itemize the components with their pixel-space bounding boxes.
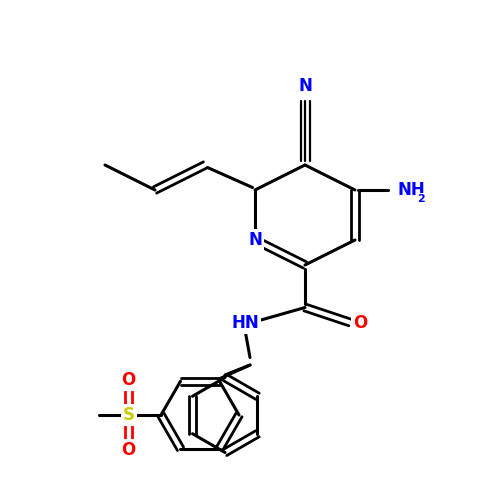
Text: S: S: [122, 406, 134, 424]
Text: O: O: [122, 371, 136, 389]
Text: N: N: [298, 78, 312, 96]
Text: NH: NH: [398, 181, 425, 199]
Text: HN: HN: [231, 314, 259, 332]
Text: 2: 2: [417, 194, 425, 204]
Text: O: O: [353, 314, 367, 332]
Text: N: N: [248, 231, 262, 249]
Text: O: O: [122, 441, 136, 459]
